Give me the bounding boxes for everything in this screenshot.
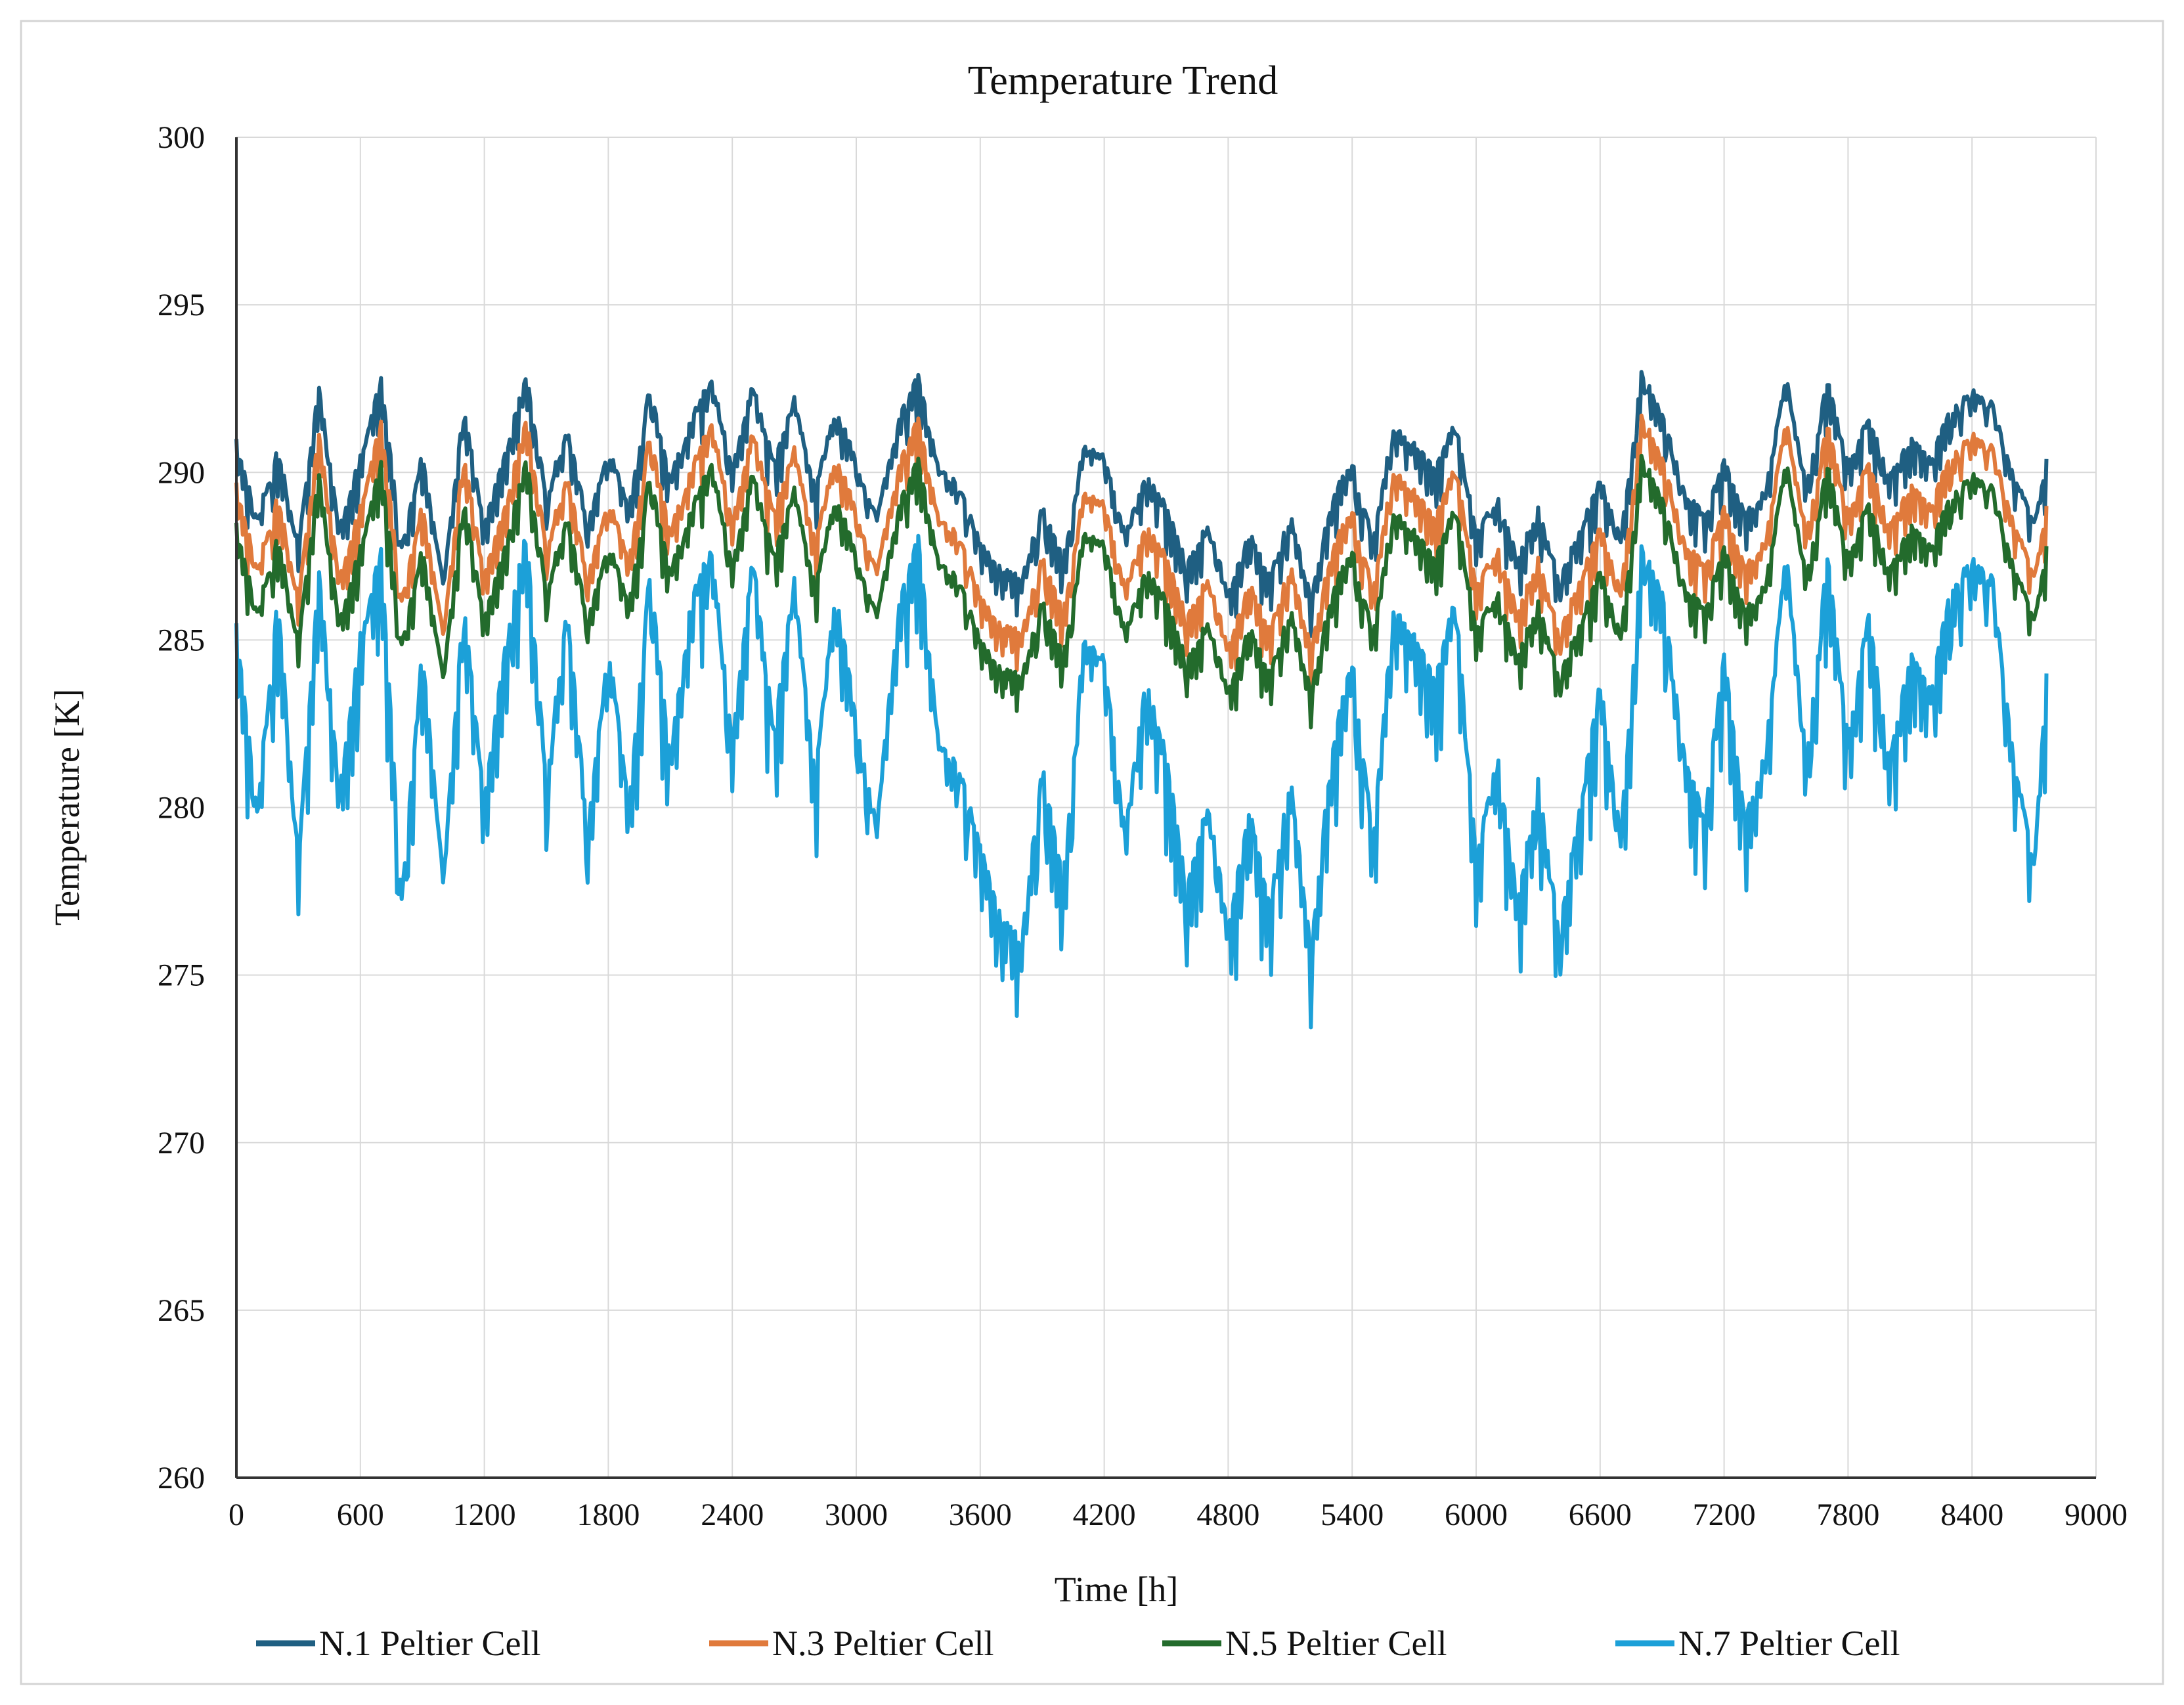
x-tick-label: 3000 [825,1497,888,1532]
chart-title: Temperature Trend [968,58,1278,103]
y-tick-label: 290 [158,455,205,490]
x-tick-label: 1800 [577,1497,640,1532]
y-tick-label: 285 [158,623,205,657]
series-lines [234,370,2049,1030]
y-tick-label: 300 [158,120,205,155]
y-tick-label: 265 [158,1293,205,1328]
series-line-4 [234,533,2049,1030]
x-tick-label: 4200 [1073,1497,1136,1532]
x-tick-labels: 0 600 1200 1800 2400 3000 3600 4200 4800 5400 6000… [229,1497,2128,1532]
x-tick-label: 600 [337,1497,384,1532]
x-tick-label: 9000 [2064,1497,2128,1532]
x-axis-title: Time [h] [1055,1570,1179,1609]
y-tick-label: 270 [158,1126,205,1161]
x-tick-label: 1200 [453,1497,516,1532]
x-tick-label: 6000 [1445,1497,1508,1532]
gridlines [236,137,2097,1478]
y-tick-label: 295 [158,288,205,322]
x-tick-label: 7200 [1693,1497,1756,1532]
y-tick-labels: 260 265 270 275 280 285 290 295 300 [158,120,205,1495]
y-tick-label: 280 [158,791,205,826]
legend-label-1: N.1 Peltier Cell [319,1624,540,1663]
x-tick-label: 6600 [1569,1497,1632,1532]
y-tick-label: 260 [158,1461,205,1495]
legend-label-4: N.7 Peltier Cell [1678,1624,1900,1663]
x-tick-label: 5400 [1321,1497,1384,1532]
y-axis-title: Temperature [K] [47,689,87,926]
x-tick-label: 2400 [701,1497,764,1532]
x-tick-label: 7800 [1816,1497,1879,1532]
x-tick-label: 4800 [1196,1497,1259,1532]
x-tick-label: 3600 [949,1497,1012,1532]
legend-label-2: N.3 Peltier Cell [772,1624,994,1663]
legend: N.1 Peltier Cell N.3 Peltier Cell N.5 Pelt… [256,1624,1900,1663]
chart-outer-border [20,20,2164,1685]
x-tick-label: 8400 [1940,1497,2003,1532]
legend-label-3: N.5 Peltier Cell [1225,1624,1447,1663]
series-line-1 [234,370,2049,638]
series-line-2 [234,413,2049,688]
series-line-3 [234,453,2049,730]
x-tick-label: 0 [229,1497,244,1532]
y-tick-label: 275 [158,958,205,993]
